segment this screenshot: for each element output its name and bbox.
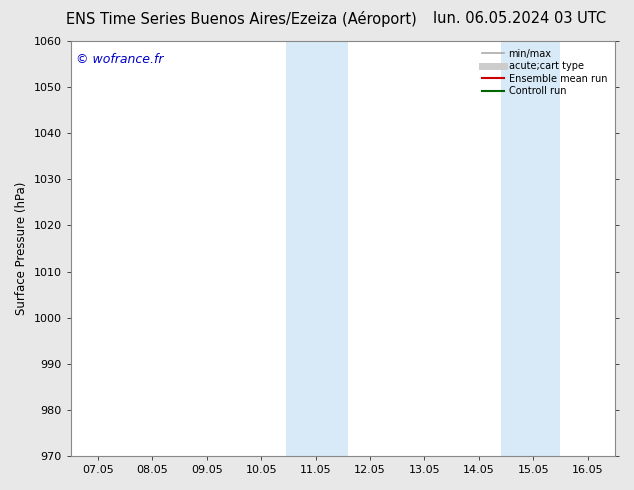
Text: lun. 06.05.2024 03 UTC: lun. 06.05.2024 03 UTC (433, 11, 607, 26)
Bar (501, 41, 560, 456)
Y-axis label: Surface Pressure (hPa): Surface Pressure (hPa) (15, 182, 28, 315)
Bar (286, 41, 348, 456)
Text: ENS Time Series Buenos Aires/Ezeiza (Aéroport): ENS Time Series Buenos Aires/Ezeiza (Aér… (65, 11, 417, 27)
Legend: min/max, acute;cart type, Ensemble mean run, Controll run: min/max, acute;cart type, Ensemble mean … (479, 46, 610, 99)
Text: © wofrance.fr: © wofrance.fr (76, 53, 164, 67)
